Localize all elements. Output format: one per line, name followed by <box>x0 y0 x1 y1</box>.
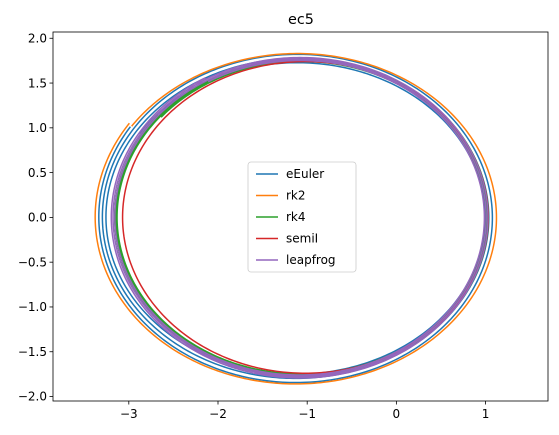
y-tick-label: −0.5 <box>18 255 47 269</box>
y-tick-label: 0.5 <box>28 166 47 180</box>
y-tick-label: −1.5 <box>18 345 47 359</box>
x-axis: −3 −2 −1 0 1 <box>120 401 489 421</box>
y-tick-label: 2.0 <box>28 31 47 45</box>
legend-label-leapfrog: leapfrog <box>286 253 336 267</box>
x-tick-label: −2 <box>209 407 227 421</box>
x-tick-label: 1 <box>482 407 490 421</box>
series-line-leapfrog <box>110 56 489 379</box>
y-tick-label: 1.0 <box>28 121 47 135</box>
x-tick-label: 0 <box>393 407 401 421</box>
legend-box <box>247 161 357 273</box>
series-line-rk2 <box>94 52 498 385</box>
plot-area <box>94 52 498 385</box>
plot-frame <box>52 31 549 402</box>
legend-label-eeuler: eEuler <box>286 167 324 181</box>
legend-label-semii: semiI <box>286 232 318 246</box>
y-axis: −2.0 −1.5 −1.0 −0.5 0.0 0.5 1.0 1.5 2.0 <box>18 31 53 404</box>
x-tick-label: −1 <box>298 407 316 421</box>
legend-label-rk2: rk2 <box>286 189 306 203</box>
y-tick-label: −1.0 <box>18 300 47 314</box>
y-tick-label: 0.0 <box>28 211 47 225</box>
y-tick-label: −2.0 <box>18 390 47 404</box>
legend: eEuler rk2 rk4 semiI leapfrog <box>247 161 357 273</box>
x-tick-label: −3 <box>120 407 138 421</box>
chart-title: ec5 <box>288 12 314 28</box>
legend-label-rk4: rk4 <box>286 210 306 224</box>
y-tick-label: 1.5 <box>28 76 47 90</box>
